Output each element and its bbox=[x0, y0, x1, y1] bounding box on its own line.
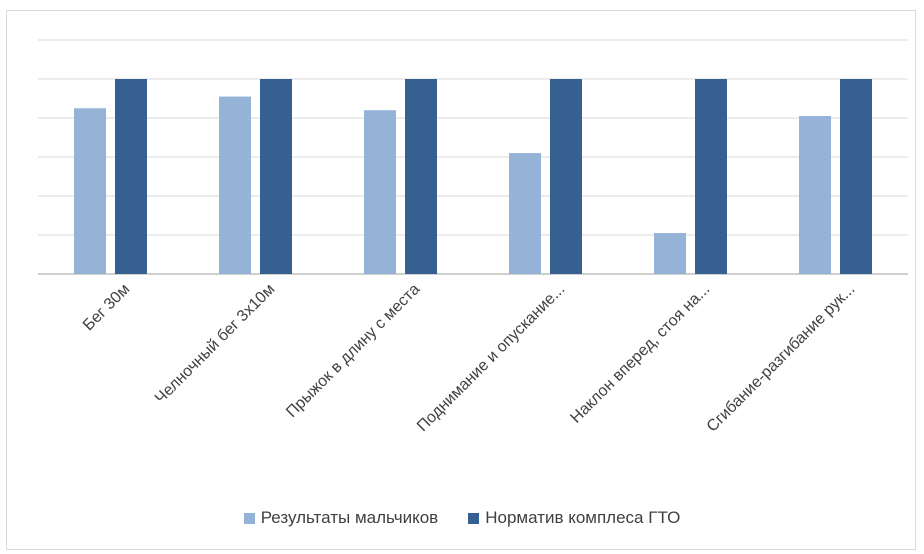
bar-gto-1 bbox=[260, 79, 292, 274]
bar-boys-1 bbox=[219, 96, 251, 274]
bar-boys-3 bbox=[509, 153, 541, 274]
legend-label-gto: Норматив комплеса ГТО bbox=[485, 508, 681, 527]
bar-gto-5 bbox=[840, 79, 872, 274]
bar-boys-5 bbox=[799, 116, 831, 274]
bar-gto-2 bbox=[405, 79, 437, 274]
legend-item-boys: Результаты мальчиков bbox=[243, 508, 439, 528]
category-label-4: Наклон вперед, стоя на... bbox=[567, 281, 713, 427]
category-label-3: Поднимание и опускание... bbox=[414, 281, 568, 435]
legend-item-gto: Норматив комплеса ГТО bbox=[468, 508, 680, 528]
bar-gto-4 bbox=[695, 79, 727, 274]
bar-boys-4 bbox=[654, 233, 686, 274]
category-label-2: Прыжок в длину с места bbox=[283, 281, 423, 421]
category-label-0: Бег 30м bbox=[80, 281, 133, 334]
legend-swatch-gto bbox=[468, 512, 480, 524]
category-label-5: Сгибание-разгибание рук... bbox=[704, 281, 859, 436]
bar-gto-0 bbox=[115, 79, 147, 274]
bars bbox=[74, 79, 872, 274]
legend-swatch-boys bbox=[243, 512, 255, 524]
category-label-1: Челночный бег 3х10м bbox=[152, 281, 278, 407]
bar-gto-3 bbox=[550, 79, 582, 274]
bar-boys-2 bbox=[364, 110, 396, 274]
chart-frame bbox=[6, 10, 916, 550]
legend-label-boys: Результаты мальчиков bbox=[260, 508, 439, 527]
bar-boys-0 bbox=[74, 108, 106, 274]
legend: Результаты мальчиков Норматив комплеса Г… bbox=[0, 508, 924, 528]
gridlines bbox=[38, 39, 908, 275]
category-labels: Бег 30м Челночный бег 3х10м Прыжок в длину… bbox=[80, 281, 858, 436]
